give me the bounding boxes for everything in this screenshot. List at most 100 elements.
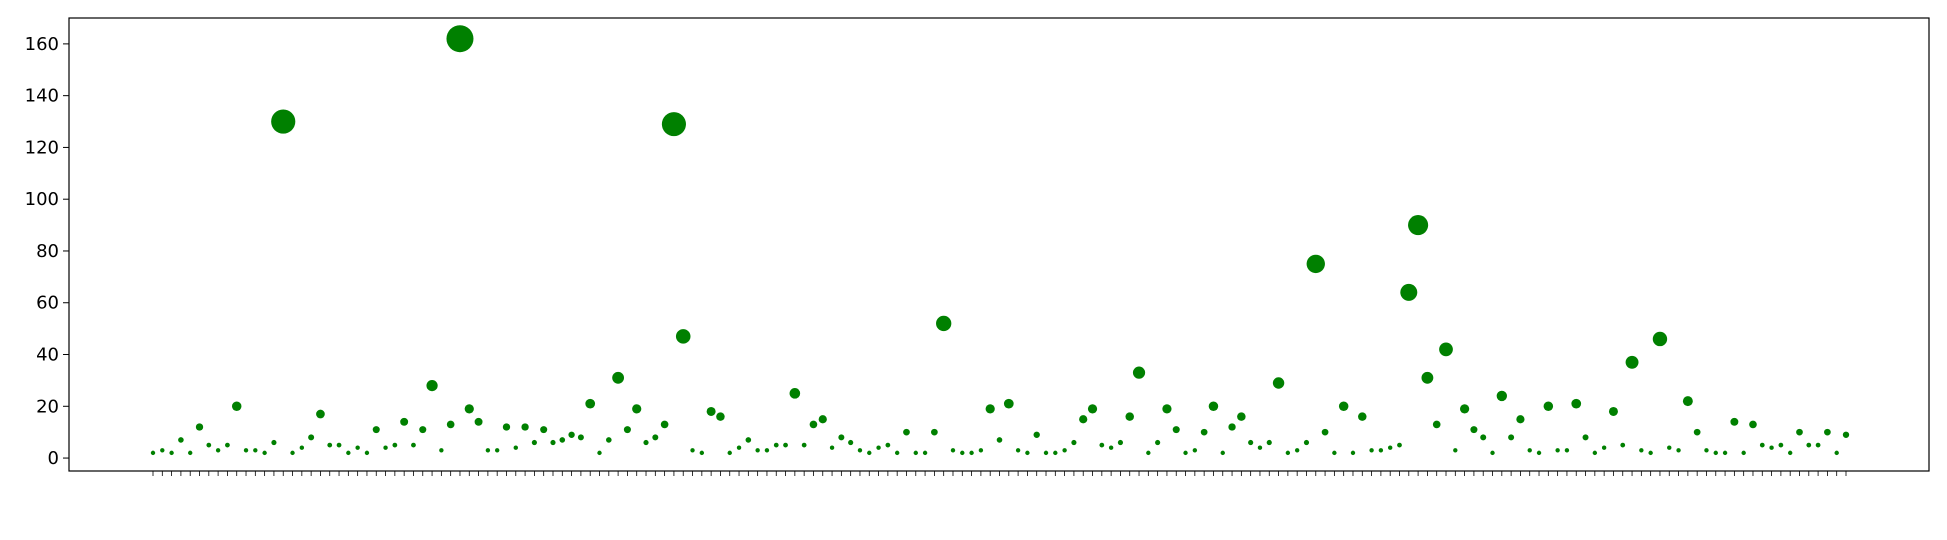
data-point: [253, 448, 258, 453]
data-point: [206, 442, 212, 448]
data-point: [960, 450, 965, 456]
data-point: [1146, 450, 1151, 456]
data-point: [903, 428, 910, 436]
y-tick-label: 60: [36, 293, 59, 314]
x-axis: [152, 471, 1847, 476]
data-point: [789, 388, 801, 399]
data-point: [299, 445, 305, 450]
data-point: [1294, 448, 1300, 453]
data-point: [809, 420, 818, 429]
data-point: [1741, 450, 1746, 456]
data-point: [660, 420, 669, 429]
data-point: [623, 426, 631, 434]
data-point: [1496, 390, 1508, 402]
y-tick-label: 0: [48, 448, 59, 469]
data-point: [1200, 428, 1208, 436]
data-point: [1099, 442, 1105, 448]
data-point: [1459, 404, 1470, 414]
data-point: [1769, 445, 1774, 450]
data-point: [818, 415, 827, 424]
data-point: [178, 437, 184, 443]
data-point: [1639, 448, 1644, 453]
data-point: [1778, 442, 1784, 448]
data-point: [857, 448, 863, 453]
data-point: [327, 442, 333, 448]
plot-area: [68, 17, 1930, 472]
data-point: [1648, 450, 1653, 456]
data-point: [383, 445, 388, 450]
data-point: [1453, 448, 1458, 453]
data-point: [690, 448, 695, 453]
data-point: [411, 442, 416, 448]
data-point: [985, 404, 995, 414]
data-point: [1400, 283, 1418, 301]
data-point: [1439, 342, 1453, 357]
data-point: [1806, 442, 1812, 448]
y-tick-label: 120: [25, 137, 59, 158]
data-point: [521, 423, 529, 431]
data-point: [1824, 428, 1831, 436]
data-point: [1155, 439, 1161, 446]
data-point: [513, 445, 518, 450]
data-point: [1369, 448, 1374, 453]
data-point: [1408, 215, 1429, 236]
data-point: [364, 450, 370, 456]
data-point: [913, 450, 918, 456]
data-point: [1272, 377, 1285, 389]
data-point: [1759, 442, 1765, 448]
data-point: [1303, 439, 1310, 446]
data-point: [550, 439, 556, 446]
data-point: [1387, 445, 1393, 450]
data-point: [1071, 439, 1077, 446]
data-point: [950, 448, 956, 453]
data-point: [1162, 404, 1172, 414]
data-point: [1358, 412, 1367, 421]
data-point: [643, 439, 649, 446]
data-point: [1730, 417, 1739, 426]
data-point: [169, 450, 174, 456]
data-point: [419, 426, 427, 434]
data-point: [262, 450, 267, 456]
data-point: [773, 442, 779, 448]
data-point: [1749, 420, 1757, 429]
data-point: [1338, 401, 1349, 412]
data-point: [290, 450, 295, 456]
data-point: [231, 401, 242, 412]
data-point: [1713, 450, 1718, 456]
data-point: [1087, 404, 1098, 414]
data-point: [783, 442, 788, 448]
data-point: [1132, 366, 1146, 379]
data-point: [1555, 448, 1560, 453]
data-point: [736, 445, 742, 450]
y-tick-label: 20: [36, 396, 59, 417]
data-point: [1053, 450, 1058, 456]
data-point: [1582, 434, 1589, 441]
data-point: [1108, 445, 1114, 450]
data-point: [316, 409, 325, 419]
data-point: [1676, 448, 1681, 453]
data-point: [1470, 426, 1478, 434]
data-point: [675, 329, 691, 344]
data-point: [474, 417, 483, 426]
data-point: [502, 423, 511, 431]
data-point: [1601, 445, 1607, 450]
data-point: [1192, 448, 1198, 453]
data-point: [1796, 428, 1803, 436]
data-point: [1117, 439, 1124, 446]
data-point: [1062, 448, 1067, 453]
data-point: [355, 445, 360, 450]
data-point: [1397, 442, 1402, 448]
data-point: [969, 450, 974, 456]
data-point: [215, 448, 221, 453]
data-point: [755, 448, 760, 453]
data-point: [1378, 448, 1384, 453]
data-point: [1564, 448, 1570, 453]
data-point: [1220, 450, 1225, 456]
data-point: [346, 450, 351, 456]
data-point: [577, 434, 584, 441]
data-point: [727, 450, 732, 456]
data-point: [876, 445, 881, 450]
data-point: [894, 450, 900, 456]
data-point: [867, 450, 872, 456]
